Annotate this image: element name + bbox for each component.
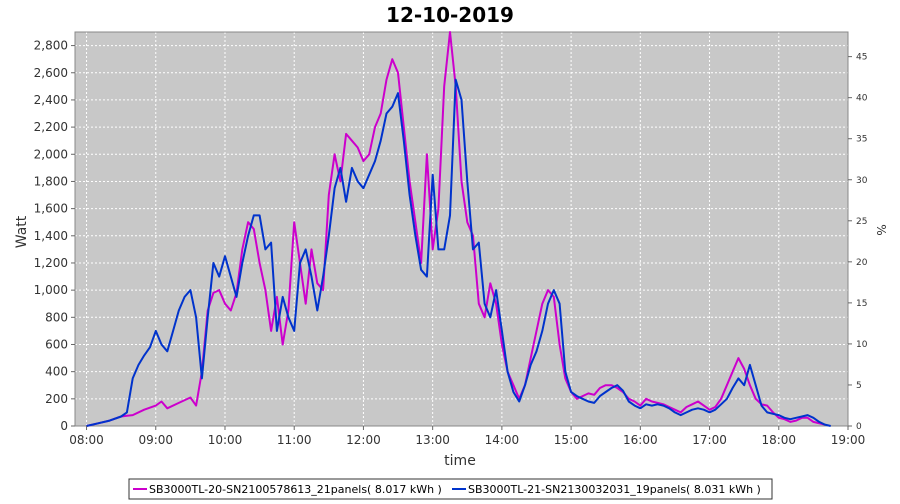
y-right-tick-label: 5 xyxy=(856,381,862,391)
y-tick-label: 2,400 xyxy=(34,93,68,107)
y-tick-label: 1,400 xyxy=(34,229,68,243)
y-right-tick-label: 35 xyxy=(856,135,867,145)
right-axis: 0 5 10 15 20 25 30 35 40 45 xyxy=(848,53,868,432)
y-tick-label: 1,800 xyxy=(34,174,68,188)
series-line-1 xyxy=(86,31,826,427)
x-tick-label: 17:00 xyxy=(692,433,727,447)
y-right-tick-label: 20 xyxy=(856,258,868,268)
y-right-tick-label: 10 xyxy=(856,340,868,350)
y-tick-label: 1,600 xyxy=(34,202,68,216)
x-tick-label: 15:00 xyxy=(554,433,589,447)
x-tick-label: 12:00 xyxy=(346,433,381,447)
y-right-tick-label: 15 xyxy=(856,299,867,309)
y-right-tick-label: 40 xyxy=(856,94,868,104)
y-tick-label: 2,200 xyxy=(34,120,68,134)
y-tick-label: 2,000 xyxy=(34,147,68,161)
x-tick-label: 10:00 xyxy=(208,433,243,447)
chart-title: 12-10-2019 xyxy=(386,3,514,27)
y-tick-label: 600 xyxy=(45,337,68,351)
plot-border xyxy=(74,31,849,427)
x-tick-label: 14:00 xyxy=(485,433,520,447)
y-axis-label: Watt xyxy=(14,215,30,248)
x-tick-label: 13:00 xyxy=(415,433,450,447)
y-right-tick-label: 45 xyxy=(856,53,867,63)
y-right-tick-label: 0 xyxy=(856,422,862,432)
legend-label-1: SB3000TL-20-SN2100578613_21panels( 8.017… xyxy=(149,483,442,496)
y-right-axis-label: % xyxy=(874,224,888,235)
series-layer xyxy=(86,31,831,427)
y-tick-label: 2,600 xyxy=(34,66,68,80)
x-axis-label: time xyxy=(444,453,476,469)
x-tick-label: 18:00 xyxy=(761,433,796,447)
y-tick-label: 1,200 xyxy=(34,256,68,270)
x-tick-label: 08:00 xyxy=(69,433,104,447)
legend-label-2: SB3000TL-21-SN2130032031_19panels( 8.031… xyxy=(468,483,761,496)
x-axis: 08:00 09:00 10:00 11:00 12:00 13:00 14:00 15:00… xyxy=(69,426,865,447)
x-tick-label: 19:00 xyxy=(831,433,866,447)
y-tick-label: 2,800 xyxy=(34,39,68,53)
x-tick-label: 09:00 xyxy=(138,433,173,447)
y-tick-label: 1,000 xyxy=(34,283,68,297)
x-tick-label: 11:00 xyxy=(277,433,312,447)
series-line-2 xyxy=(86,78,831,427)
y-tick-label: 0 xyxy=(60,419,68,433)
y-right-tick-label: 25 xyxy=(856,217,867,227)
y-right-tick-label: 30 xyxy=(856,176,868,186)
left-axis: 0 200 400 600 800 1,000 1,200 1,400 1,600 1,800 2,… xyxy=(34,39,75,433)
y-tick-label: 200 xyxy=(45,392,68,406)
legend: SB3000TL-20-SN2100578613_21panels( 8.017… xyxy=(128,478,773,500)
plot-background xyxy=(75,32,848,426)
y-tick-label: 800 xyxy=(45,310,68,324)
grid-layer xyxy=(74,31,849,427)
x-tick-label: 16:00 xyxy=(623,433,658,447)
legend-box xyxy=(128,478,773,500)
y-tick-label: 400 xyxy=(45,365,68,379)
